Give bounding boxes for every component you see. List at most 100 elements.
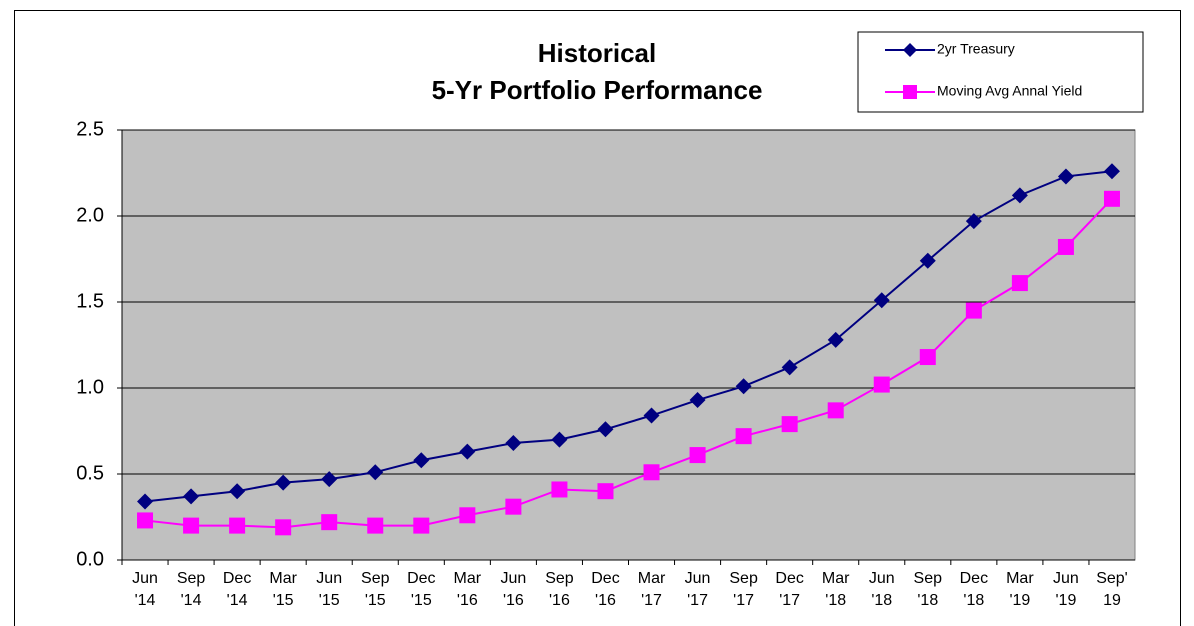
x-tick-label: '17	[641, 592, 662, 609]
marker	[781, 359, 798, 376]
marker	[229, 517, 246, 534]
x-tick-label: '14	[181, 592, 202, 609]
plot-area	[121, 129, 1136, 561]
x-tick-label: Sep	[545, 570, 574, 587]
y-tick-label: 2.5	[76, 118, 104, 140]
x-tick-label: Sep	[361, 570, 390, 587]
y-tick-label: 2.0	[76, 204, 104, 226]
marker	[1103, 190, 1120, 207]
x-tick-label: '15	[319, 592, 340, 609]
marker	[367, 517, 384, 534]
x-tick-label: Sep'	[1096, 570, 1128, 587]
x-tick-label: Sep	[177, 570, 206, 587]
x-tick-label: '18	[825, 592, 846, 609]
marker	[965, 213, 982, 230]
x-tick-label: Mar	[822, 570, 850, 587]
x-tick-label: '19	[1009, 592, 1030, 609]
marker	[597, 483, 614, 500]
marker	[367, 464, 384, 481]
x-tick-label: Jun	[500, 570, 526, 587]
marker	[827, 331, 844, 348]
legend-marker	[903, 85, 917, 99]
marker	[689, 447, 706, 464]
marker	[1011, 275, 1028, 292]
x-tick-label: Sep	[914, 570, 943, 587]
marker	[873, 292, 890, 309]
marker	[735, 378, 752, 395]
marker	[1011, 187, 1028, 204]
x-tick-label: Jun	[869, 570, 895, 587]
x-tick-label: '15	[411, 592, 432, 609]
marker	[1057, 168, 1074, 185]
chart-title: Historical	[538, 38, 657, 68]
x-tick-label: Dec	[223, 570, 251, 587]
x-tick-label: '17	[733, 592, 754, 609]
x-tick-label: Mar	[454, 570, 482, 587]
x-tick-label: '15	[273, 592, 294, 609]
marker	[551, 431, 568, 448]
marker	[919, 349, 936, 366]
x-tick-label: '16	[457, 592, 478, 609]
x-tick-label: Mar	[638, 570, 666, 587]
x-tick-label: Jun	[132, 570, 158, 587]
series-line	[144, 170, 1113, 503]
x-tick-label: Dec	[591, 570, 619, 587]
marker	[689, 392, 706, 409]
x-tick-label: Dec	[407, 570, 435, 587]
marker	[597, 421, 614, 438]
x-tick-label: '18	[963, 592, 984, 609]
chart-title: 5-Yr Portfolio Performance	[432, 75, 763, 105]
x-tick-label: Sep	[729, 570, 758, 587]
marker	[183, 488, 200, 505]
marker	[413, 517, 430, 534]
legend-label: 2yr Treasury	[937, 41, 1015, 57]
marker	[965, 302, 982, 319]
marker	[919, 252, 936, 269]
x-tick-label: 19	[1103, 592, 1121, 609]
marker	[1057, 238, 1074, 255]
y-tick-label: 1.0	[76, 376, 104, 398]
x-tick-label: Dec	[960, 570, 988, 587]
marker	[459, 507, 476, 524]
x-tick-label: '16	[503, 592, 524, 609]
marker	[551, 481, 568, 498]
marker	[413, 452, 430, 469]
y-tick-label: 0.5	[76, 462, 104, 484]
marker	[321, 471, 338, 488]
marker	[643, 464, 660, 481]
x-tick-label: '18	[871, 592, 892, 609]
marker	[781, 416, 798, 433]
marker	[321, 514, 338, 531]
marker	[459, 443, 476, 460]
marker	[229, 483, 246, 500]
legend-marker	[903, 43, 917, 57]
x-tick-label: Jun	[685, 570, 711, 587]
x-tick-label: Mar	[1006, 570, 1034, 587]
marker	[827, 402, 844, 419]
marker	[275, 519, 292, 536]
x-tick-label: '19	[1056, 592, 1077, 609]
y-tick-label: 1.5	[76, 290, 104, 312]
marker	[137, 493, 154, 510]
marker	[643, 407, 660, 424]
marker	[735, 428, 752, 445]
x-tick-label: Jun	[1053, 570, 1079, 587]
x-tick-label: '17	[687, 592, 708, 609]
x-tick-label: '17	[779, 592, 800, 609]
marker	[137, 512, 154, 529]
x-tick-label: '14	[135, 592, 156, 609]
x-tick-label: '18	[917, 592, 938, 609]
x-tick-label: '14	[227, 592, 248, 609]
x-tick-label: Mar	[269, 570, 297, 587]
legend-label: Moving Avg Annal Yield	[937, 83, 1082, 99]
x-tick-label: '16	[595, 592, 616, 609]
x-tick-label: '15	[365, 592, 386, 609]
marker	[505, 498, 522, 515]
marker	[505, 435, 522, 452]
x-tick-label: Jun	[316, 570, 342, 587]
marker	[873, 376, 890, 393]
y-tick-label: 0.0	[76, 548, 104, 570]
marker	[183, 517, 200, 534]
marker	[275, 474, 292, 491]
marker	[1103, 163, 1120, 180]
